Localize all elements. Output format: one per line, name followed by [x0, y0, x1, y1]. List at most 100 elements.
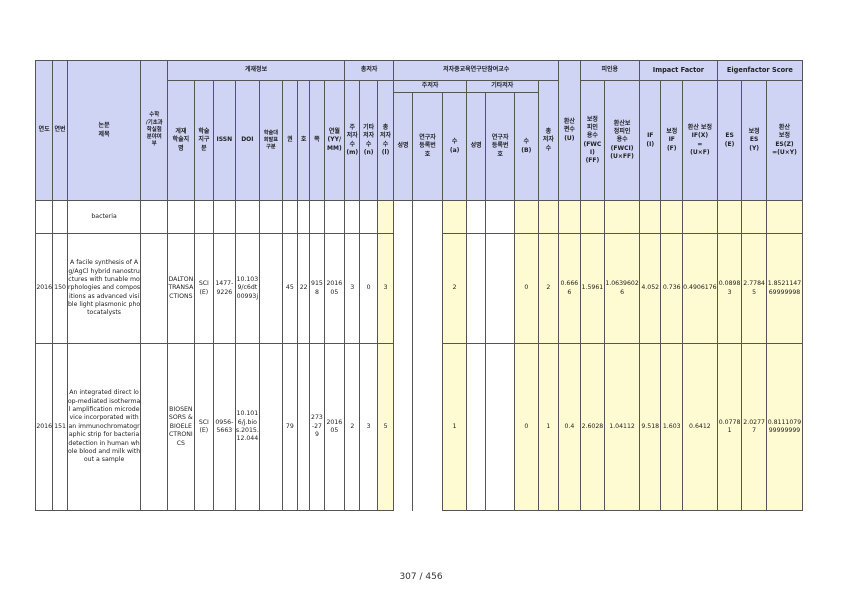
- cell-l: 3: [376, 233, 395, 344]
- header-main-name: 성명: [393, 92, 413, 201]
- header-main-author: 주저자: [393, 80, 467, 93]
- cell-conf-rank: [259, 233, 283, 344]
- header-other-author-count: 기타 저자 수 (n): [359, 80, 378, 201]
- header-page: 쪽: [309, 80, 325, 201]
- table-row: 2016 151 An integrated direct loop-media…: [34, 343, 804, 511]
- header-main-author-count: 주 저자 수 (m): [344, 80, 361, 201]
- header-if-adjusted: 보정 IF (F): [660, 80, 683, 201]
- cell-year: 2016: [34, 343, 54, 511]
- page-number: 307 / 456: [399, 572, 443, 582]
- cell-main-reg: [411, 233, 444, 344]
- cell-l: 5: [376, 343, 395, 511]
- cell-other-reg: [485, 200, 516, 234]
- cell-e: [716, 200, 743, 234]
- header-journal-type: 학술 지구 분: [193, 80, 215, 201]
- cell-field: [140, 233, 169, 344]
- cell-x: 0.6412: [681, 343, 718, 511]
- cell-i: 9.518: [638, 343, 662, 511]
- cell-field: [140, 200, 169, 234]
- cell-doi: [234, 200, 261, 234]
- cell-m: 2: [344, 343, 361, 511]
- cell-date: 201605: [323, 343, 346, 511]
- cell-e: 0.07781: [716, 343, 743, 511]
- cell-serial: [52, 200, 68, 234]
- header-impact-factor: Impact Factor: [638, 60, 718, 81]
- cell-uff: 1.04112: [604, 343, 640, 511]
- header-doi: DOI: [234, 80, 261, 201]
- cell-n: [359, 200, 378, 234]
- cell-y: [741, 200, 767, 234]
- header-volume: 권: [281, 80, 299, 201]
- cell-b: [514, 200, 539, 234]
- cell-i: [638, 200, 662, 234]
- cell-conf-rank: [259, 200, 283, 234]
- cell-date: [323, 200, 346, 234]
- cell-title: A facile synthesis of Ag/AgCl hybrid nan…: [66, 233, 142, 344]
- cell-other-name: [465, 343, 487, 511]
- cell-journal-type: [193, 200, 215, 234]
- cell-part-total: 1: [537, 343, 560, 511]
- cell-z: 0.811107999999999: [765, 343, 804, 511]
- header-es: ES (E): [716, 80, 743, 201]
- cell-b: 0: [514, 343, 539, 511]
- cell-issn: [213, 200, 236, 234]
- cell-issue: [296, 343, 311, 511]
- cell-main-name: [393, 343, 413, 511]
- header-es-converted: 환산 보정 ES(Z) =(U×Y): [765, 80, 804, 201]
- cell-ff: 1.5961: [579, 233, 606, 344]
- cell-volume: [281, 200, 299, 234]
- cell-a: [442, 200, 467, 234]
- paper-table: 연도 연번 논문 제목 수학 /기초과 학실험 분야여 부 게재정보 총저자 저…: [34, 60, 804, 511]
- cell-part-total: [537, 200, 560, 234]
- cell-part-total: 2: [537, 233, 560, 344]
- cell-u: 0.4: [558, 343, 581, 511]
- header-participating: 저자중교육연구단참여교수: [393, 60, 560, 81]
- cell-a: 1: [442, 343, 467, 511]
- header-pub-info: 게재정보: [167, 60, 346, 81]
- header-fwci-converted: 환산보 정피인 용수 (FWCI) (U×FF): [604, 80, 640, 201]
- header-serial: 연번: [52, 60, 68, 201]
- cell-z: 1.852114769999998: [765, 233, 804, 344]
- cell-y: 2.77845: [741, 233, 767, 344]
- cell-f: [660, 200, 683, 234]
- cell-uff: 1.06396026: [604, 233, 640, 344]
- cell-u: [558, 200, 581, 234]
- cell-other-name: [465, 233, 487, 344]
- cell-journal-type: SCI(E): [193, 233, 215, 344]
- cell-page: 273-279: [309, 343, 325, 511]
- header-date: 연월 (YY/ MM): [323, 80, 346, 201]
- cell-other-reg: [485, 343, 516, 511]
- cell-n: 0: [359, 233, 378, 344]
- cell-main-name: [393, 233, 413, 344]
- cell-ff: [579, 200, 606, 234]
- cell-title: bacteria: [66, 200, 142, 234]
- header-eigenfactor: Eigenfactor Score: [716, 60, 804, 81]
- cell-u: 0.6666: [558, 233, 581, 344]
- header-issn: ISSN: [213, 80, 236, 201]
- cell-other-reg: [485, 233, 516, 344]
- header-main-reg: 연구자 등록번 호: [411, 92, 444, 201]
- header-es-adjusted: 보정 ES (Y): [741, 80, 767, 201]
- header-field: 수학 /기초과 학실험 분야여 부: [140, 60, 169, 201]
- header-if: IF (I): [638, 80, 662, 201]
- cell-serial: 150: [52, 233, 68, 344]
- cell-page: [309, 200, 325, 234]
- cell-page: 9158: [309, 233, 325, 344]
- header-other-reg: 연구자 등록번 호: [485, 92, 516, 201]
- header-total-authors: 총저자: [344, 60, 395, 81]
- cell-issn: 1477-9226: [213, 233, 236, 344]
- header-citation: 피인용: [579, 60, 640, 81]
- cell-year: 2016: [34, 233, 54, 344]
- cell-issue: [296, 200, 311, 234]
- cell-field: [140, 343, 169, 511]
- cell-journal: DALTON TRANSACTIONS: [167, 233, 195, 344]
- cell-doi: 10.1016/j.bios.2015.12.044: [234, 343, 261, 511]
- header-other-author: 기타저자: [465, 80, 539, 93]
- cell-year: [34, 200, 54, 234]
- cell-i: 4.052: [638, 233, 662, 344]
- table-row: 2016 150 A facile synthesis of Ag/AgCl h…: [34, 233, 804, 344]
- cell-ff: 2.6028: [579, 343, 606, 511]
- header-conf-rank: 학술대 회발표 구분: [259, 80, 283, 201]
- cell-x: [681, 200, 718, 234]
- table-row: bacteria: [34, 200, 804, 234]
